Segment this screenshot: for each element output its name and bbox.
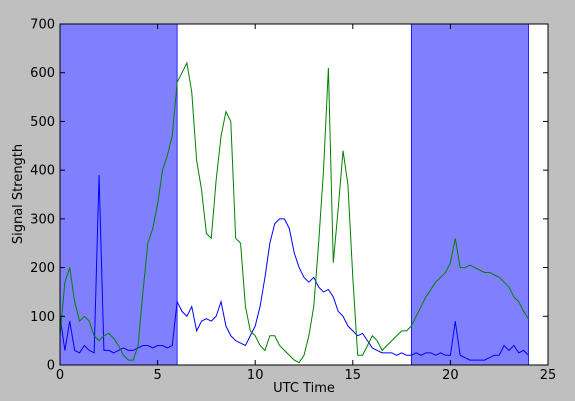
y-tick-label: 0 xyxy=(47,359,55,374)
x-tick-label: 0 xyxy=(56,368,64,383)
y-tick-label: 700 xyxy=(30,18,55,33)
x-tick-label: 20 xyxy=(442,368,459,383)
x-tick-label: 15 xyxy=(345,368,362,383)
shaded-span xyxy=(59,23,178,366)
y-tick-label: 400 xyxy=(30,164,55,179)
x-tick-label: 5 xyxy=(153,368,161,383)
y-tick-label: 500 xyxy=(30,115,55,130)
plot-frame xyxy=(59,23,549,366)
y-tick-label: 100 xyxy=(30,310,55,325)
shaded-span xyxy=(410,23,529,366)
y-tick-label: 600 xyxy=(30,66,55,81)
x-tick-label: 10 xyxy=(247,368,264,383)
y-tick-label: 200 xyxy=(30,261,55,276)
y-axis-label: Signal Strength xyxy=(11,144,26,244)
x-axis-label: UTC Time xyxy=(273,381,335,396)
series-line xyxy=(59,61,529,364)
series-line xyxy=(59,174,529,361)
y-tick-label: 300 xyxy=(30,212,55,227)
x-tick-label: 25 xyxy=(540,368,557,383)
